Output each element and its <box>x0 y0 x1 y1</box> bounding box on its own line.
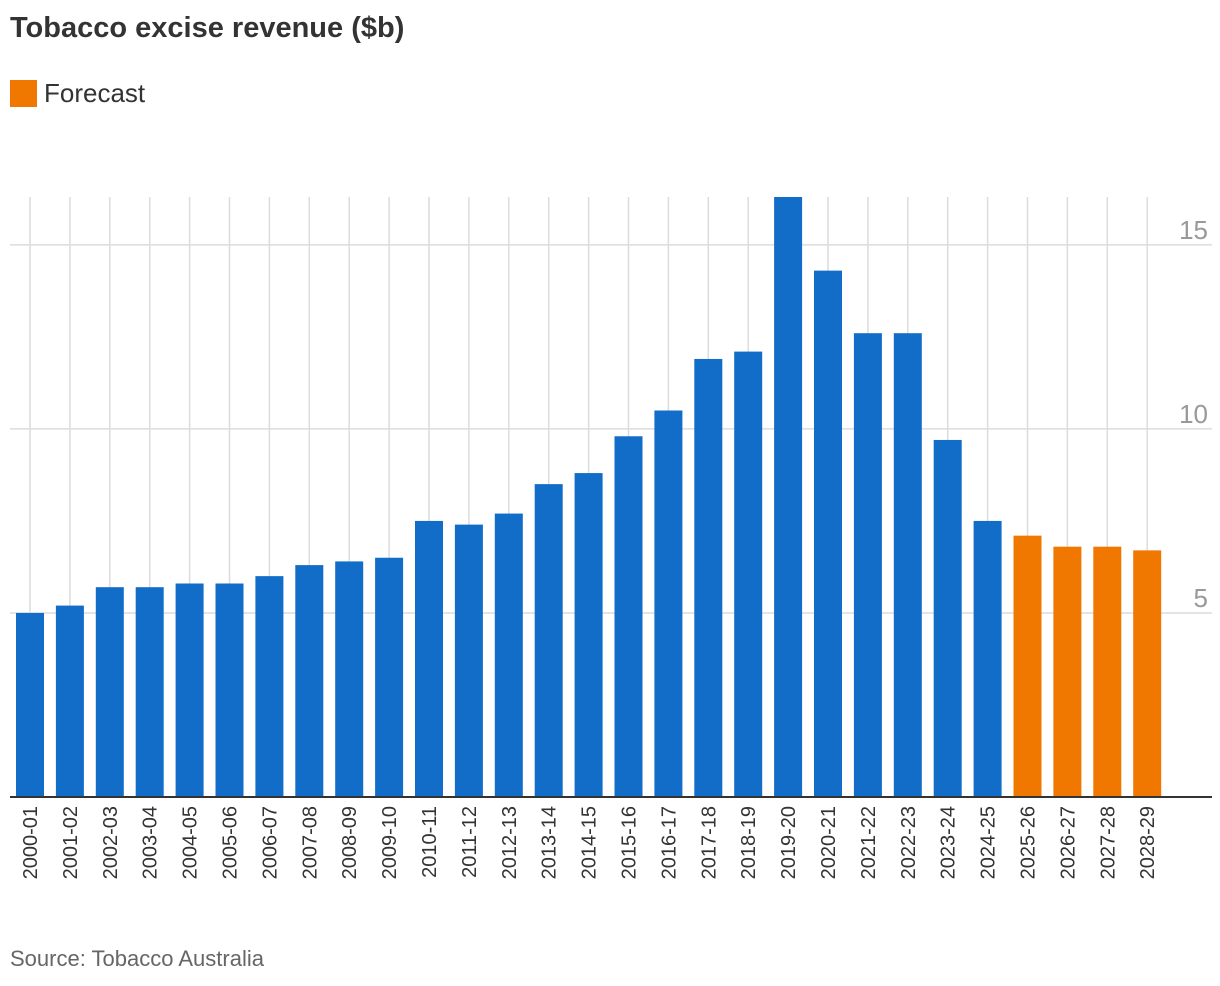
x-tick-label: 2024-25 <box>978 806 1000 879</box>
x-tick-label: 2001-02 <box>60 806 82 879</box>
x-tick-label: 2000-01 <box>20 806 42 879</box>
bar-forecast <box>1093 546 1122 797</box>
bar-actual <box>135 587 164 797</box>
bar-forecast <box>1013 535 1042 797</box>
x-tick-label: 2003-04 <box>140 806 162 879</box>
chart-title: Tobacco excise revenue ($b) <box>10 12 405 44</box>
x-tick-label: 2013-14 <box>539 806 561 879</box>
bar-actual <box>933 439 962 797</box>
bar-actual <box>893 333 922 797</box>
x-tick-label: 2018-19 <box>738 806 760 879</box>
bar-actual <box>55 605 84 797</box>
x-tick-label: 2008-09 <box>339 806 361 879</box>
x-tick-label: 2025-26 <box>1018 806 1040 879</box>
bar-actual <box>774 197 803 797</box>
bar-actual <box>734 351 763 797</box>
bar-actual <box>95 587 124 797</box>
x-tick-label: 2014-15 <box>579 806 601 879</box>
x-tick-label: 2010-11 <box>419 806 441 878</box>
bar-actual <box>814 270 842 797</box>
bar-actual <box>534 484 563 797</box>
x-tick-label: 2026-27 <box>1057 806 1079 879</box>
x-tick-label: 2020-21 <box>818 806 840 879</box>
bar-actual <box>175 583 204 797</box>
bar-forecast <box>1053 546 1082 797</box>
x-tick-label: 2022-23 <box>898 806 920 879</box>
x-tick-label: 2016-17 <box>658 806 680 879</box>
bar-actual <box>215 583 244 797</box>
bar-actual <box>454 524 483 797</box>
x-tick-label: 2017-18 <box>698 806 720 879</box>
x-tick-label: 2007-08 <box>299 806 321 879</box>
legend-label-forecast: Forecast <box>44 78 146 108</box>
bar-actual <box>375 557 404 797</box>
x-tick-label: 2012-13 <box>499 806 521 879</box>
x-tick-label: 2006-07 <box>259 806 281 879</box>
y-tick-label: 15 <box>1179 215 1208 245</box>
bar-actual <box>295 565 324 797</box>
bar-actual <box>335 561 364 797</box>
bar-actual <box>255 576 284 797</box>
bar-forecast <box>1133 550 1162 797</box>
x-tick-label: 2028-29 <box>1137 806 1159 879</box>
bar-actual <box>853 333 882 797</box>
bar-actual <box>654 410 683 797</box>
bar-actual <box>415 520 443 797</box>
legend: Forecast <box>10 78 145 109</box>
x-tick-label: 2015-16 <box>619 806 641 879</box>
x-tick-label: 2019-20 <box>778 806 800 879</box>
source-note: Source: Tobacco Australia <box>10 946 264 971</box>
x-tick-label: 2027-28 <box>1097 806 1119 879</box>
bar-actual <box>973 520 1002 797</box>
bar-actual <box>574 473 603 797</box>
x-tick-label: 2009-10 <box>379 806 401 879</box>
x-tick-label: 2023-24 <box>938 806 960 879</box>
bar-actual <box>694 358 723 797</box>
legend-swatch-forecast <box>10 80 37 107</box>
bar-actual <box>16 612 44 797</box>
y-tick-label: 10 <box>1179 399 1208 429</box>
x-tick-label: 2002-03 <box>100 806 122 879</box>
x-tick-label: 2005-06 <box>220 806 242 879</box>
y-tick-label: 5 <box>1194 583 1208 613</box>
x-tick-label: 2021-22 <box>858 806 880 879</box>
x-tick-label: 2011-12 <box>459 806 481 878</box>
bar-actual <box>614 436 643 797</box>
bar-actual <box>494 513 523 797</box>
x-tick-label: 2004-05 <box>180 806 202 879</box>
